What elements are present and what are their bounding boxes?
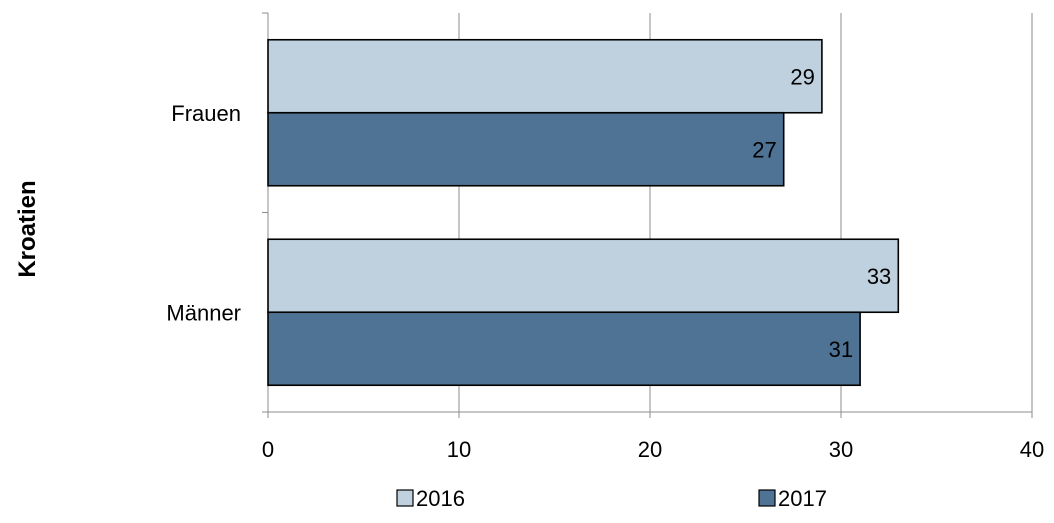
x-tick-label: 0 [262, 437, 274, 462]
bar-2016-Männer [267, 238, 900, 314]
x-tick-label: 10 [447, 437, 471, 462]
data-label: 27 [752, 137, 776, 162]
data-label: 31 [829, 337, 853, 362]
x-tick-label: 30 [829, 437, 853, 462]
legend-swatch [758, 489, 776, 507]
bar-2017-Frauen [267, 111, 785, 187]
category-labels: Frauen Männer [166, 101, 241, 326]
bar-2017-Männer [267, 311, 861, 387]
group-label: Kroatien [14, 180, 41, 277]
data-label: 33 [867, 264, 891, 289]
legend-item-2016: 2016 [396, 486, 465, 511]
legend: 2016 2017 [396, 486, 827, 511]
legend-swatch [396, 489, 414, 507]
category-label: Frauen [171, 101, 241, 126]
data-label: 29 [790, 64, 814, 89]
x-tick-labels: 0 10 20 30 40 [262, 437, 1044, 462]
data-labels: 29 27 33 31 [752, 64, 891, 362]
legend-item-2017: 2017 [758, 486, 827, 511]
legend-label: 2016 [416, 486, 465, 511]
x-tick-label: 40 [1020, 437, 1044, 462]
legend-label: 2017 [778, 486, 827, 511]
bar-2016-Frauen [267, 38, 823, 114]
category-label: Männer [166, 300, 241, 325]
bars [267, 38, 900, 387]
x-tick-label: 20 [638, 437, 662, 462]
